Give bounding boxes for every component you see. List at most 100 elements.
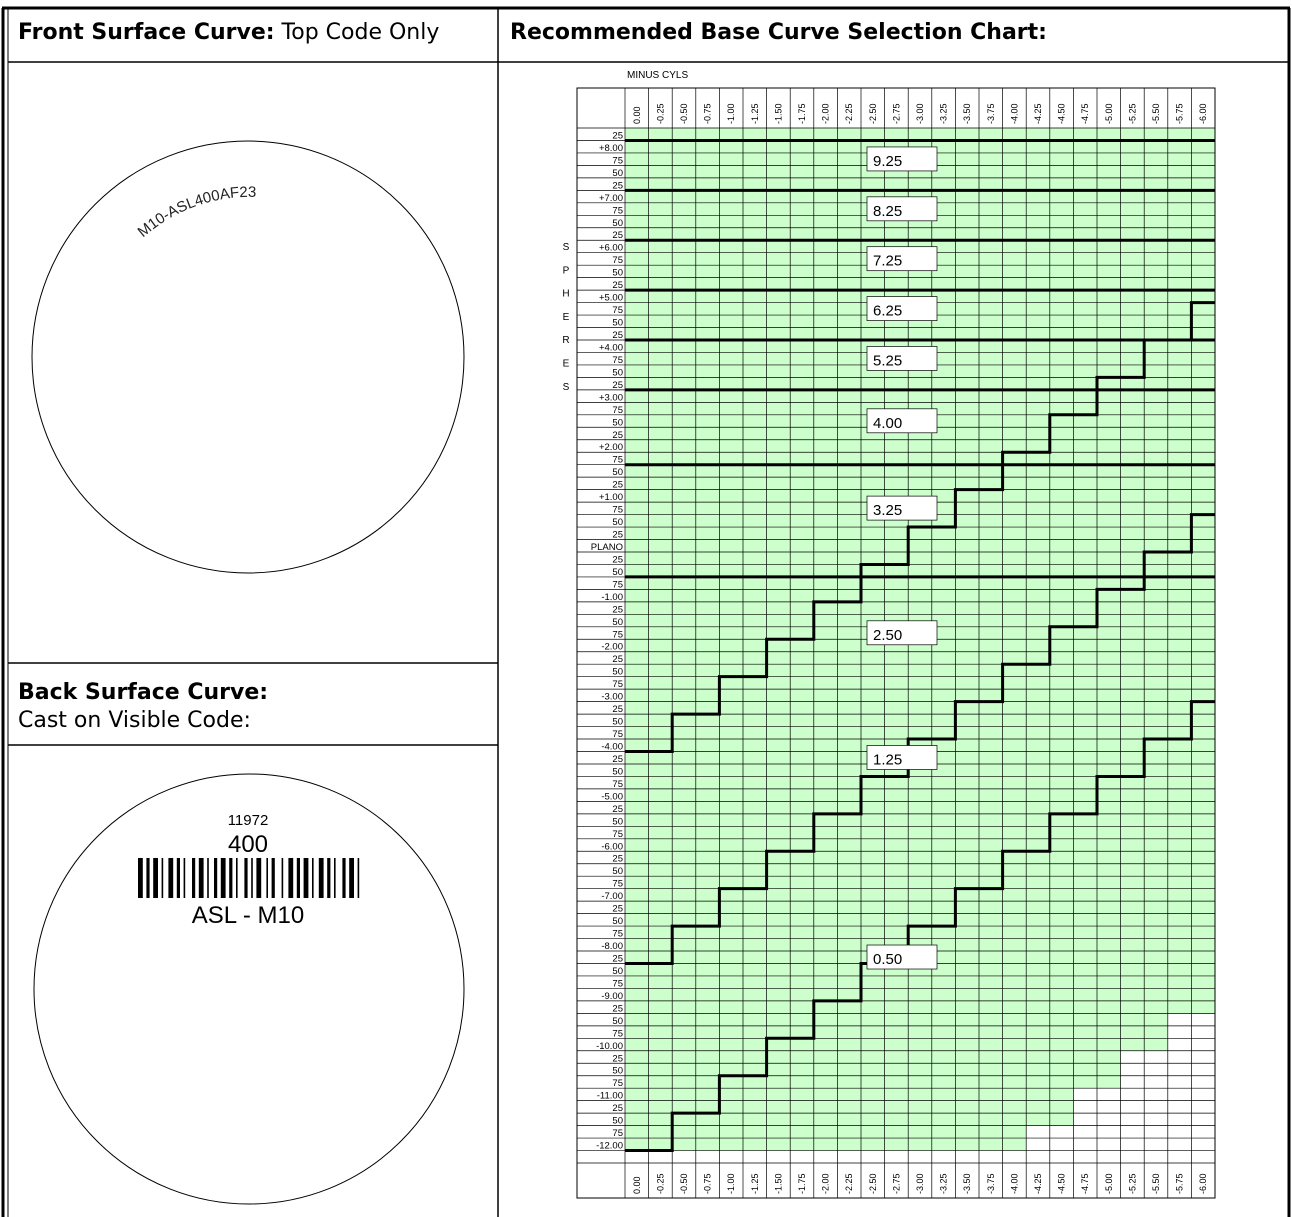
chart-row-title-letter: E: [563, 312, 570, 323]
chart-row-label: 50: [612, 268, 623, 279]
chart-row-label: 50: [612, 517, 623, 528]
chart-column-footer: -3.25: [939, 1173, 949, 1194]
barcode-bar: [349, 858, 354, 898]
chart-row-label: 75: [612, 679, 623, 690]
barcode-bar: [138, 858, 143, 898]
chart-row-label: 50: [612, 916, 623, 927]
chart-row-label: 25: [612, 953, 623, 964]
chart-column-header: -4.25: [1033, 103, 1043, 124]
chart-row-label: 25: [612, 1103, 623, 1114]
chart-row-label: +1.00: [599, 492, 623, 503]
chart-fill-column: [1073, 128, 1097, 1088]
chart-row-label: 25: [612, 554, 623, 565]
chart-row-label: 25: [612, 904, 623, 915]
back-lens-diagram: 11972 400 ASL - M10: [30, 770, 470, 1210]
chart-column-footer: -3.00: [915, 1173, 925, 1194]
barcode-bar: [192, 858, 195, 898]
chart-column-header: -1.75: [797, 103, 807, 124]
chart-column-header: -4.50: [1057, 103, 1067, 124]
back-surface-header: Back Surface Curve:: [18, 680, 268, 705]
chart-column-footer: -3.75: [986, 1173, 996, 1194]
chart-column-header: -0.75: [703, 103, 713, 124]
chart-fill-column: [1168, 128, 1192, 1013]
chart-row-label: 50: [612, 1066, 623, 1077]
chart-row-label: 75: [612, 405, 623, 416]
chart-row-title-letter: H: [562, 289, 569, 300]
chart-column-footer: -4.75: [1080, 1173, 1090, 1194]
chart-column-footer: -6.00: [1198, 1173, 1208, 1194]
chart-row-label: 75: [612, 255, 623, 266]
barcode-bar: [272, 858, 275, 898]
chart-column-header: -6.00: [1198, 103, 1208, 124]
chart-row-title-letter: R: [562, 335, 569, 346]
chart-row-label: 25: [612, 654, 623, 665]
chart-column-footer: 0.00: [632, 1176, 642, 1194]
front-surface-header-bold: Front Surface Curve:: [18, 20, 275, 45]
chart-row-label: 25: [612, 130, 623, 141]
chart-curve-label: 9.25: [873, 153, 902, 170]
chart-column-footer: -2.00: [821, 1173, 831, 1194]
chart-row-label: -9.00: [601, 991, 623, 1002]
chart-row-title-letter: S: [563, 242, 570, 253]
chart-row-label: 25: [612, 180, 623, 191]
back-surface-header-bold: Back Surface Curve:: [18, 680, 268, 705]
barcode-bar: [214, 858, 217, 898]
chart-row-label: 25: [612, 1053, 623, 1064]
code-number: 11972: [228, 812, 269, 829]
chart-curve-label: 5.25: [873, 352, 902, 369]
chart-row-label: -10.00: [596, 1041, 623, 1052]
barcode-bar: [358, 858, 360, 898]
chart-row-label: 25: [612, 430, 623, 441]
chart-row-label: 50: [612, 467, 623, 478]
chart-column-header: -3.75: [986, 103, 996, 124]
chart-column-footer: -4.50: [1057, 1173, 1067, 1194]
chart-column-header: -5.50: [1151, 103, 1161, 124]
chart-curve-label: 4.00: [873, 415, 902, 432]
chart-row-label: -1.00: [601, 592, 623, 603]
barcode-bar: [251, 858, 253, 898]
chart-row-label: 50: [612, 866, 623, 877]
chart-row-label: 75: [612, 305, 623, 316]
barcode-bar: [184, 858, 186, 898]
chart-row-label: 75: [612, 729, 623, 740]
chart-row-label: 75: [612, 355, 623, 366]
chart-row-label: 75: [612, 779, 623, 790]
chart-row-label: +5.00: [599, 293, 623, 304]
chart-column-header: -3.00: [915, 103, 925, 124]
chart-column-header: -5.00: [1104, 103, 1114, 124]
chart-row-label: 50: [612, 168, 623, 179]
chart-column-header: -5.25: [1127, 103, 1137, 124]
barcode-bar: [288, 858, 293, 898]
chart-column-header: -5.75: [1175, 103, 1185, 124]
code-label: ASL - M10: [192, 902, 305, 929]
chart-row-label: -8.00: [601, 941, 623, 952]
chart-row-label: +8.00: [599, 143, 623, 154]
chart-row-label: 75: [612, 505, 623, 516]
chart-row-label: 25: [612, 854, 623, 865]
chart-column-footer: -5.25: [1127, 1173, 1137, 1194]
chart-row-label: 25: [612, 230, 623, 241]
chart-curve-label: 8.25: [873, 203, 902, 220]
chart-row-label: +7.00: [599, 193, 623, 204]
chart-column-header: -3.25: [939, 103, 949, 124]
chart-column-header: -1.50: [773, 103, 783, 124]
chart-row-label: 75: [612, 579, 623, 590]
chart-row-label: 75: [612, 205, 623, 216]
chart-curve-label: 1.25: [873, 752, 902, 769]
chart-row-title-letter: E: [563, 359, 570, 370]
barcode-bar: [319, 858, 324, 898]
chart-row-label: 75: [612, 1078, 623, 1089]
front-lens-circle: [32, 141, 464, 573]
chart-row-label: -7.00: [601, 891, 623, 902]
chart-column-footer: -0.25: [655, 1173, 665, 1194]
chart-row-label: 50: [612, 1016, 623, 1027]
chart-header: Recommended Base Curve Selection Chart:: [510, 20, 1047, 45]
barcode-bar: [146, 858, 149, 898]
barcode-bar: [153, 858, 158, 898]
front-lens-diagram: M10-ASL400AF23: [30, 135, 470, 585]
chart-column-footer: -1.75: [797, 1173, 807, 1194]
chart-row-label: 50: [612, 218, 623, 229]
chart-fill-column: [1097, 128, 1121, 1088]
chart-row-label: 75: [612, 929, 623, 940]
chart-column-header: -0.25: [655, 103, 665, 124]
